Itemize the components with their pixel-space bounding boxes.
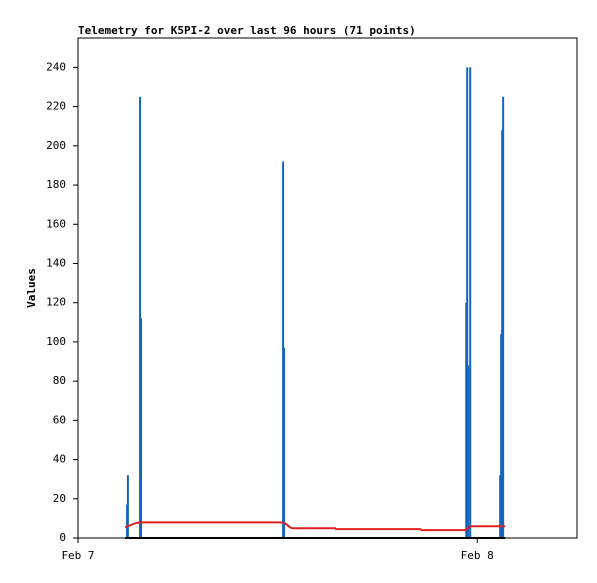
y-tick-label: 140 [46, 256, 66, 269]
y-tick-label: 40 [53, 453, 66, 466]
spike [139, 96, 142, 538]
y-tick-label: 20 [53, 492, 66, 505]
chart-title: Telemetry for K5PI-2 over last 96 hours … [78, 24, 416, 37]
spike [469, 67, 472, 538]
line [124, 521, 506, 532]
y-tick-label: 60 [53, 413, 66, 426]
y-tick-label: 80 [53, 374, 66, 387]
x-tick-label: Feb 7 [61, 549, 94, 562]
x-tick-label: Feb 8 [461, 549, 494, 562]
y-tick-label: 180 [46, 178, 66, 191]
spike [126, 475, 129, 538]
spike [466, 67, 469, 538]
y-tick-label: 220 [46, 100, 66, 113]
spike [283, 347, 286, 538]
y-tick-label: 160 [46, 217, 66, 230]
y-axis-label: Values [25, 268, 38, 308]
spike [467, 365, 470, 538]
y-tick-label: 0 [59, 531, 66, 544]
spike [140, 318, 143, 538]
spike [502, 96, 505, 538]
y-tick-label: 100 [46, 335, 66, 348]
y-tick-label: 120 [46, 296, 66, 309]
y-tick-label: 200 [46, 139, 66, 152]
y-tick-label: 240 [46, 60, 66, 73]
